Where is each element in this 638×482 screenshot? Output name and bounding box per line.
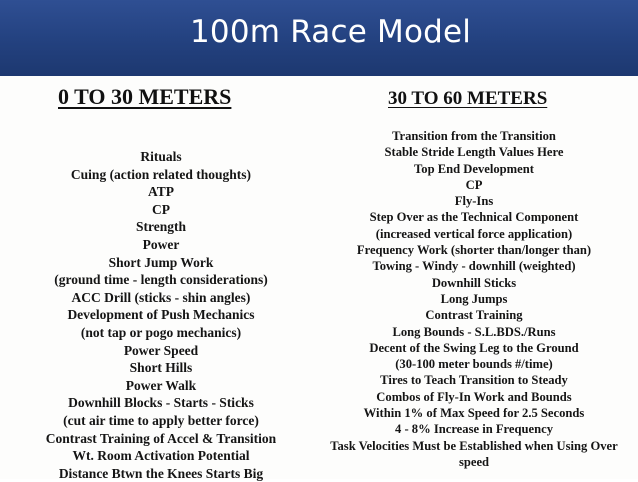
right-column-list: Transition from the Transition Stable St… [318,128,630,470]
list-item: ATP [148,184,174,200]
list-item: Transition from the Transition [392,129,556,143]
slide-title: 100m Race Model [190,14,472,50]
list-item: Within 1% of Max Speed for 2.5 Seconds [363,406,585,421]
list-item: Development of Push Mechanics [67,307,255,323]
list-item: CP [465,177,483,192]
list-item: Downhill Sticks [431,275,517,290]
list-item: Combos of Fly-In Work and Bounds [376,389,572,404]
list-item: ACC Drill (sticks - shin angles) [71,289,251,305]
list-item: Task Velocities Must be Established when… [330,438,618,453]
list-item: Power Walk [125,377,197,393]
list-item: Power [142,236,180,252]
list-item: Rituals [140,149,182,164]
list-item: Step Over as the Technical Component [369,210,579,225]
list-item: (increased vertical force application) [375,226,573,241]
list-item: Contrast Training [425,308,523,323]
list-item: Power Speed [123,342,199,358]
list-item: Towing - Windy - downhill (weighted) [372,259,576,274]
list-item: 4 - 8% Increase in Frequency [395,422,553,437]
list-item: Short Hills [129,360,193,376]
list-item: (ground time - length considerations) [54,272,268,288]
list-item: Stable Stride Length Values Here [384,145,564,160]
list-item: Tires to Teach Transition to Steady [380,373,568,388]
list-item: CP [152,201,170,217]
list-item: Wt. Room Activation Potential [72,448,250,464]
list-item: Downhill Blocks - Starts - Sticks [68,395,254,411]
title-banner: 100m Race Model [0,0,638,76]
right-column-heading: 30 TO 60 METERS [388,88,548,109]
left-column-heading: 0 TO 30 METERS [58,84,232,109]
list-item: (30-100 meter bounds #/time) [395,357,553,372]
list-item: Frequency Work (shorter than/longer than… [356,243,592,258]
left-column-list: Rituals Cuing (action related thoughts) … [20,148,302,482]
list-item: (not tap or pogo mechanics) [80,324,242,340]
list-item: (cut air time to apply better force) [63,412,259,428]
list-item: Decent of the Swing Leg to the Ground [369,340,579,355]
list-item: Long Jumps [440,291,508,306]
list-item: Cuing (action related thoughts) [70,166,252,182]
list-item: Top End Development [414,161,534,176]
list-item: speed [458,454,490,469]
list-item: Fly-Ins [454,194,494,209]
list-item: Contrast Training of Accel & Transition [45,430,277,446]
scanned-document: 0 TO 30 METERS Rituals Cuing (action rel… [0,76,638,482]
list-item: Long Bounds - S.L.BDS./Runs [392,324,556,339]
list-item: Short Jump Work [108,254,214,270]
list-item: Strength [135,219,186,235]
list-item: Distance Btwn the Knees Starts Big [58,465,264,481]
